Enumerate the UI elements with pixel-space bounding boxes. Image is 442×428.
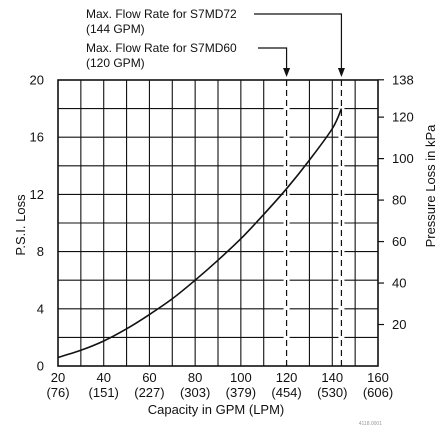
y-tick-label: 0 (37, 359, 44, 374)
x-tick-label-gpm: 100 (230, 370, 252, 385)
y-tick-label: 20 (30, 73, 44, 88)
figure-id: 4118.0001 (359, 421, 382, 427)
x-tick-label-gpm: 20 (51, 370, 65, 385)
annotation-s7md60-line2: (120 GPM) (86, 56, 145, 70)
x-tick-label-lpm: (151) (89, 385, 119, 400)
x-axis-title: Capacity in GPM (LPM) (148, 402, 285, 417)
left-axis-ticks: 0 4 8 12 16 20 (30, 73, 44, 374)
y2-axis-title: Pressure Loss in kPa (423, 124, 438, 248)
y-tick-label: 12 (30, 187, 44, 202)
right-axis-ticks: 20 40 60 80 100 120 138 (378, 72, 414, 332)
y2-tick-label: 138 (392, 72, 414, 87)
annotation-callouts (254, 13, 345, 77)
callout-leader (254, 13, 343, 70)
callout-leader (258, 47, 288, 70)
annotation-s7md60-line1: Max. Flow Rate for S7MD60 (86, 41, 237, 55)
bottom-axis-ticks: 20(76) 40(151) 60(227) 80(303) 100(379) 120(4… (46, 370, 393, 400)
callout-arrowhead (337, 68, 345, 77)
max-flow-marker-lines (283, 80, 345, 366)
plot-frame (57, 79, 379, 367)
y-tick-label: 4 (37, 301, 44, 316)
x-tick-label-gpm: 80 (188, 370, 202, 385)
y2-tick-label: 20 (392, 317, 406, 332)
y2-tick-label: 120 (392, 110, 414, 125)
y2-tick-label: 40 (392, 276, 406, 291)
x-tick-label-lpm: (379) (226, 385, 256, 400)
y2-tick-label: 80 (392, 193, 406, 208)
x-tick-label-gpm: 40 (96, 370, 110, 385)
x-tick-label-lpm: (454) (271, 385, 301, 400)
x-tick-label-lpm: (76) (46, 385, 69, 400)
x-tick-label-gpm: 120 (276, 370, 298, 385)
x-tick-label-gpm: 160 (367, 370, 389, 385)
y-axis-title: P.S.I. Loss (13, 194, 28, 256)
y-tick-label: 16 (30, 130, 44, 145)
x-tick-label-lpm: (530) (317, 385, 347, 400)
callout-arrowhead (283, 68, 291, 77)
x-tick-label-lpm: (303) (180, 385, 210, 400)
pressure-loss-curve (57, 108, 343, 359)
x-tick-label-lpm: (606) (363, 385, 393, 400)
x-tick-label-gpm: 140 (321, 370, 343, 385)
x-tick-label-gpm: 60 (142, 370, 156, 385)
grid-lines (58, 80, 378, 366)
y2-tick-label: 100 (392, 151, 414, 166)
annotation-s7md72-line1: Max. Flow Rate for S7MD72 (86, 7, 237, 21)
x-tick-label-lpm: (227) (134, 385, 164, 400)
y-tick-label: 8 (37, 244, 44, 259)
y2-tick-label: 60 (392, 234, 406, 249)
annotation-s7md72-line2: (144 GPM) (86, 22, 145, 36)
